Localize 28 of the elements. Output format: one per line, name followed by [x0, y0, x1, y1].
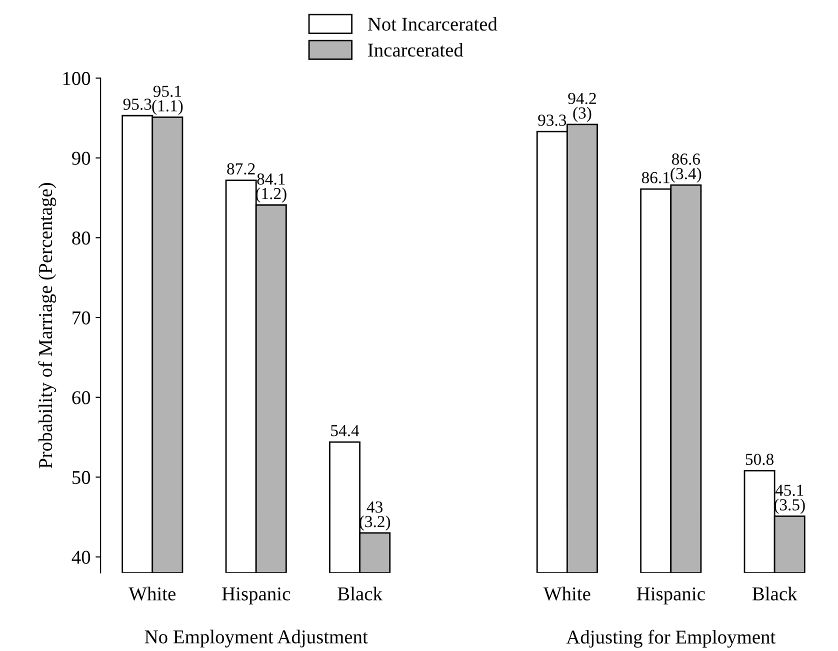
- data-label: 95.3: [123, 98, 152, 110]
- y-tick-label: 100: [63, 72, 90, 86]
- x-tick-label: Hispanic: [222, 587, 290, 604]
- x-tick-label: Black: [338, 586, 382, 600]
- data-label: 95.1 (1.1): [152, 86, 183, 115]
- y-tick-label: 90: [72, 152, 90, 165]
- y-tick-label: 60: [72, 391, 90, 404]
- x-tick-label: Black: [752, 586, 798, 600]
- data-label: 87.2: [227, 163, 255, 175]
- y-tick-label: 70: [72, 311, 90, 324]
- text: No Employment Adjustment: [144, 630, 368, 648]
- legend-label: Incarcerated: [368, 42, 464, 57]
- x-tick-label: White: [128, 586, 176, 601]
- y-tick-label: 50: [72, 470, 90, 484]
- y-tick-label: 80: [72, 232, 90, 245]
- x-tick-label: Hispanic: [636, 587, 705, 604]
- y-axis-title: Probability of Marriage (Percentage): [38, 183, 56, 468]
- data-label: 94.2 (3): [568, 92, 596, 122]
- data-label: 93.3: [538, 114, 566, 126]
- data-label: 54.4: [331, 425, 360, 436]
- data-label: 45.1 (3.5): [774, 484, 805, 514]
- legend-label: Not Incarcerated: [368, 17, 498, 31]
- text: Adjusting for Employment: [566, 630, 776, 648]
- y-tick-label: 40: [72, 550, 90, 564]
- x-tick-label: White: [543, 586, 590, 601]
- data-label: 86.1: [642, 172, 670, 184]
- data-label: 86.6 (3.4): [670, 153, 702, 183]
- data-label: 50.8: [746, 454, 774, 466]
